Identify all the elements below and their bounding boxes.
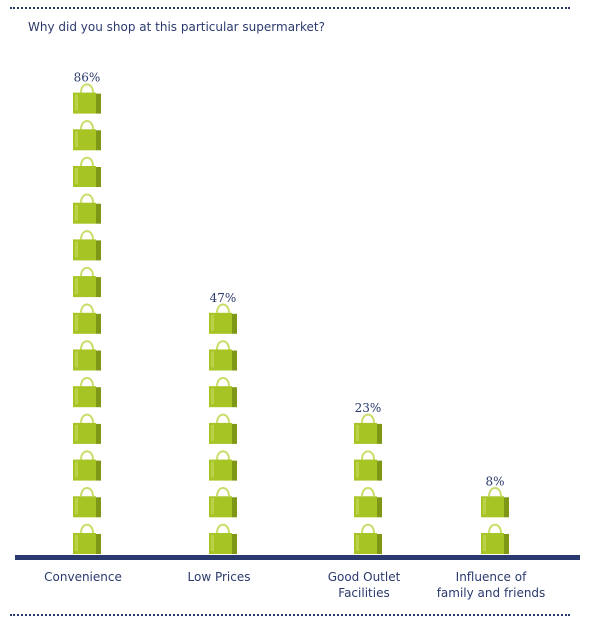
data-label: 47% [210,291,237,305]
bar-mark [73,487,101,518]
data-label: 86% [74,71,101,85]
data-label: 23% [355,401,382,415]
top-divider [10,7,570,9]
bar-mark [209,523,237,554]
x-axis-baseline [15,555,580,560]
bar-mark [73,450,101,481]
bottom-divider [10,614,570,616]
bar-mark [209,450,237,481]
category-label: Convenience [44,570,122,584]
bar-mark [73,413,101,444]
bar-mark [209,340,237,371]
bar-mark [73,340,101,371]
bar-mark [73,120,101,151]
bar-mark [209,376,237,408]
category-label: Good Outlet [328,570,401,584]
bar-mark [73,523,101,554]
bar-mark [354,487,382,518]
bar-mark [481,523,509,554]
category-label: Influence of [456,570,527,584]
bar-mark [209,303,237,334]
bar-mark [73,156,101,187]
bar-mark [73,83,101,114]
bar-mark [209,487,237,518]
bar-mark [354,413,382,444]
category-label: Low Prices [188,570,251,584]
data-label: 8% [485,474,504,488]
category-label: Facilities [338,586,389,600]
bar-mark [73,303,101,334]
bar-mark [73,266,101,298]
bar-mark [73,376,101,408]
bar-mark [481,487,509,518]
bar-mark [73,230,101,261]
chart-title: Why did you shop at this particular supe… [28,20,325,34]
bar-mark [354,450,382,481]
bar-mark [73,193,101,224]
bar-mark [209,413,237,444]
category-label: family and friends [437,586,546,600]
bar-mark [354,523,382,554]
